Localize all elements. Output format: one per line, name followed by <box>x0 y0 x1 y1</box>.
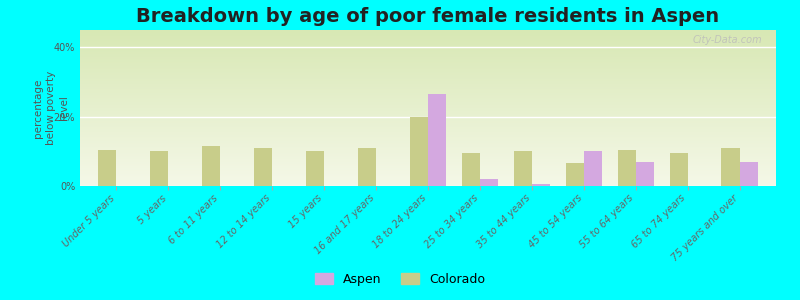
Bar <box>532 184 550 186</box>
Bar <box>566 164 584 186</box>
Bar <box>480 179 498 186</box>
Title: Breakdown by age of poor female residents in Aspen: Breakdown by age of poor female resident… <box>137 7 719 26</box>
Bar <box>584 151 602 186</box>
Bar <box>618 150 636 186</box>
Bar <box>462 153 480 186</box>
Bar <box>410 117 428 186</box>
Y-axis label: percentage
below poverty
level: percentage below poverty level <box>33 71 69 145</box>
Bar <box>740 162 758 186</box>
Bar <box>98 150 116 186</box>
Bar <box>670 153 688 186</box>
Bar <box>306 151 324 186</box>
Bar <box>636 162 654 186</box>
Bar <box>254 148 272 186</box>
Bar <box>722 148 740 186</box>
Bar <box>428 94 446 186</box>
Bar <box>202 146 220 186</box>
Bar <box>514 151 532 186</box>
Bar <box>358 148 376 186</box>
Text: City-Data.com: City-Data.com <box>693 35 762 45</box>
Bar <box>150 151 168 186</box>
Legend: Aspen, Colorado: Aspen, Colorado <box>310 268 490 291</box>
